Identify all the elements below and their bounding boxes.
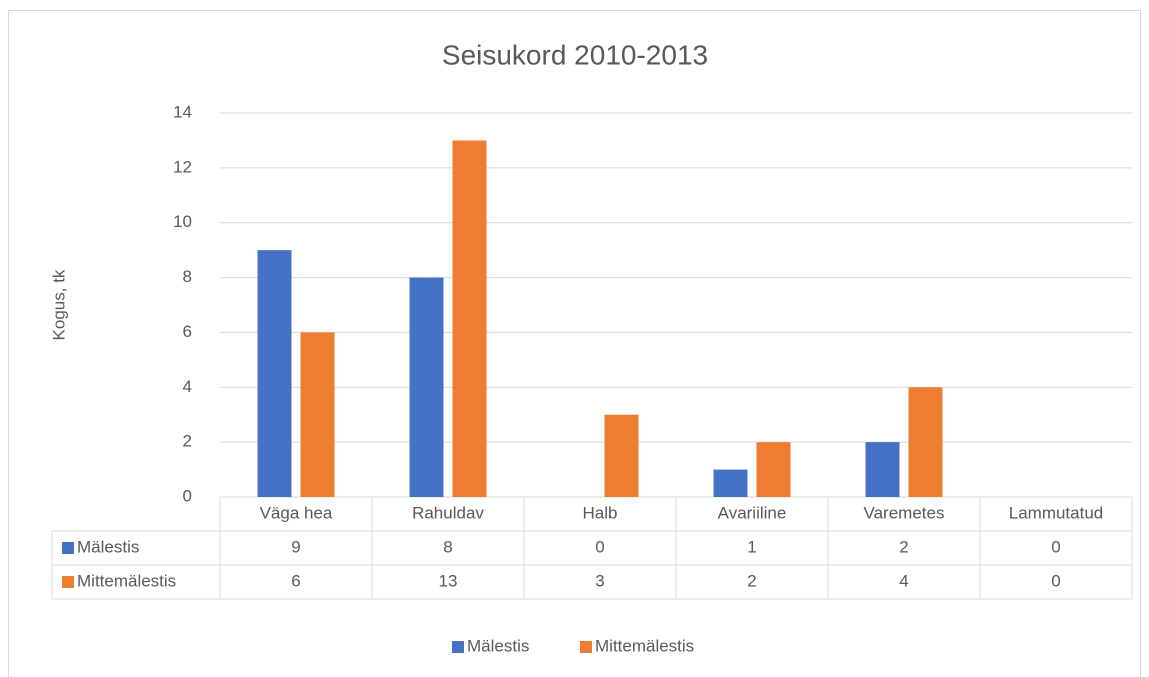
legend-label: Mälestis (467, 636, 529, 655)
y-tick-label: 14 (173, 102, 192, 121)
y-tick-label: 2 (183, 432, 192, 451)
table-legend-key (62, 542, 74, 554)
legend-key (452, 641, 464, 653)
x-tick-label: Varemetes (864, 503, 945, 522)
bar (257, 250, 292, 497)
table-value: 13 (439, 571, 458, 590)
y-axis-title: Kogus, tk (49, 269, 68, 340)
x-tick-label: Rahuldav (412, 503, 484, 522)
table-value: 0 (595, 537, 604, 556)
table-value: 2 (899, 537, 908, 556)
legend-label: Mittemälestis (595, 636, 694, 655)
table-value: 2 (747, 571, 756, 590)
table-series-name: Mälestis (77, 537, 139, 556)
bar (300, 332, 335, 497)
bar (604, 414, 639, 497)
legend-key (580, 641, 592, 653)
y-tick-label: 6 (183, 322, 192, 341)
chart-border (8, 10, 1141, 677)
y-tick-label: 8 (183, 267, 192, 286)
table-value: 9 (291, 537, 300, 556)
chart-title: Seisukord 2010-2013 (442, 39, 708, 70)
bar (756, 442, 791, 497)
table-legend-key (62, 576, 74, 588)
table-value: 1 (747, 537, 756, 556)
table-series-name: Mittemälestis (77, 571, 176, 590)
bar (908, 387, 943, 497)
table-value: 6 (291, 571, 300, 590)
x-tick-label: Avariiline (718, 503, 787, 522)
x-tick-label: Väga hea (260, 503, 333, 522)
x-tick-label: Lammutatud (1009, 503, 1104, 522)
bar (409, 277, 444, 497)
table-value: 3 (595, 571, 604, 590)
bar (452, 140, 487, 497)
table-value: 0 (1051, 571, 1060, 590)
x-tick-label: Halb (583, 503, 618, 522)
table-value: 8 (443, 537, 452, 556)
y-tick-label: 4 (183, 377, 192, 396)
bar (865, 442, 900, 497)
table-value: 0 (1051, 537, 1060, 556)
bar (713, 469, 748, 497)
y-tick-label: 12 (173, 157, 192, 176)
y-tick-label: 10 (173, 212, 192, 231)
y-tick-label: 0 (183, 486, 192, 505)
table-value: 4 (899, 571, 908, 590)
